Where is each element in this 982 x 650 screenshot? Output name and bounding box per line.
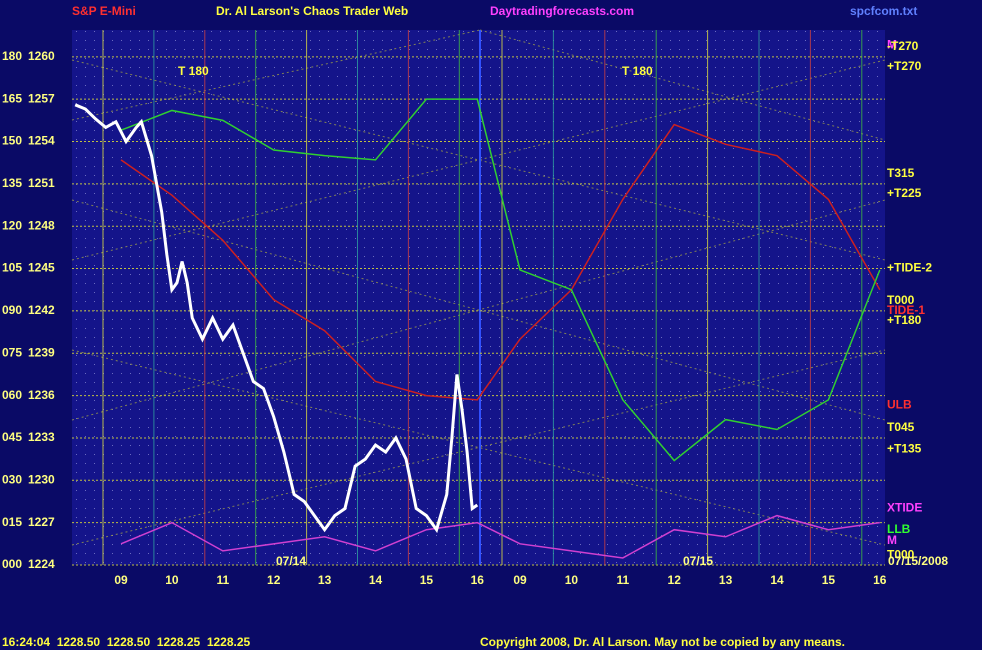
- y-alt-label: 180: [2, 49, 22, 63]
- y-tick-label: 1242: [28, 303, 55, 317]
- y-alt-label: 090: [2, 303, 22, 317]
- x-tick-label: 12: [267, 573, 281, 587]
- y-tick-label: 1236: [28, 388, 55, 402]
- x-tick-label: 10: [165, 573, 179, 587]
- level-label: T045: [887, 420, 915, 434]
- y-tick-label: 1245: [28, 261, 55, 275]
- y-alt-label: 015: [2, 515, 22, 529]
- x-tick-label: 11: [616, 573, 629, 587]
- annotation: 07/14: [276, 554, 306, 568]
- header-site: Daytradingforecasts.com: [490, 4, 634, 18]
- y-tick-label: 1230: [28, 472, 55, 486]
- y-tick-label: 1248: [28, 218, 55, 232]
- series-line: [120, 123, 881, 401]
- header-left: S&P E-Mini: [72, 4, 136, 18]
- y-alt-label: 120: [2, 218, 22, 232]
- y-alt-label: 135: [2, 176, 22, 190]
- level-label: M: [887, 38, 897, 52]
- x-tick-label: 12: [668, 573, 682, 587]
- series-line: [120, 98, 881, 462]
- x-tick-label: 16: [471, 573, 485, 587]
- level-label: -T270: [887, 39, 919, 53]
- header-file: spcfcom.txt: [850, 4, 917, 18]
- level-label: T000: [887, 293, 915, 307]
- y-tick-label: 1224: [28, 557, 55, 571]
- plot-texture: [72, 30, 885, 565]
- x-tick-label: 13: [719, 573, 733, 587]
- annotation: T 180: [622, 64, 653, 78]
- footer-quote: 16:24:04 1228.50 1228.50 1228.25 1228.25: [2, 635, 251, 649]
- level-label: T315: [887, 166, 915, 180]
- y-alt-label: 075: [2, 345, 22, 359]
- price-line: [74, 103, 479, 534]
- x-tick-label: 14: [369, 573, 383, 587]
- level-label: M: [887, 533, 897, 547]
- level-label: ULB: [887, 398, 912, 412]
- y-tick-label: 1260: [28, 49, 55, 63]
- diagonals: [71, 29, 886, 546]
- level-label: T000: [887, 547, 915, 561]
- y-tick-label: 1227: [28, 515, 55, 529]
- y-alt-label: 045: [2, 430, 22, 444]
- y-alt-label: 000: [2, 557, 22, 571]
- x-tick-label: 16: [873, 573, 887, 587]
- x-tick-label: 11: [216, 573, 229, 587]
- x-tick-label: 15: [420, 573, 434, 587]
- level-label: +T135: [887, 441, 922, 455]
- level-label: +TIDE-2: [887, 261, 932, 275]
- series-line: [120, 514, 880, 559]
- x-tick-label: 09: [513, 573, 527, 587]
- y-alt-label: 150: [2, 134, 22, 148]
- level-label: XTIDE: [887, 501, 922, 515]
- footer-copyright: Copyright 2008, Dr. Al Larson. May not b…: [480, 635, 845, 649]
- x-tick-label: 09: [114, 573, 128, 587]
- x-tick-label: 15: [822, 573, 836, 587]
- y-tick-label: 1254: [28, 134, 55, 148]
- y-alt-label: 105: [2, 261, 22, 275]
- annotation: 07/15/2008: [888, 554, 948, 568]
- x-tick-label: 13: [318, 573, 332, 587]
- level-label: +T270: [887, 59, 922, 73]
- level-label: LLB: [887, 522, 911, 536]
- header-center: Dr. Al Larson's Chaos Trader Web: [216, 4, 408, 18]
- y-alt-label: 165: [2, 91, 22, 105]
- x-tick-label: 14: [770, 573, 784, 587]
- y-alt-label: 060: [2, 388, 22, 402]
- x-tick-label: 10: [565, 573, 579, 587]
- y-tick-label: 1239: [28, 345, 55, 359]
- y-tick-label: 1251: [28, 176, 55, 190]
- level-label: TIDE-1: [887, 303, 925, 317]
- y-tick-label: 1233: [28, 430, 55, 444]
- level-label: +T180: [887, 313, 922, 327]
- level-label: +T225: [887, 186, 922, 200]
- annotation: T 180: [178, 64, 209, 78]
- y-alt-label: 030: [2, 472, 22, 486]
- y-tick-label: 1257: [28, 91, 55, 105]
- annotation: 07/15: [683, 554, 713, 568]
